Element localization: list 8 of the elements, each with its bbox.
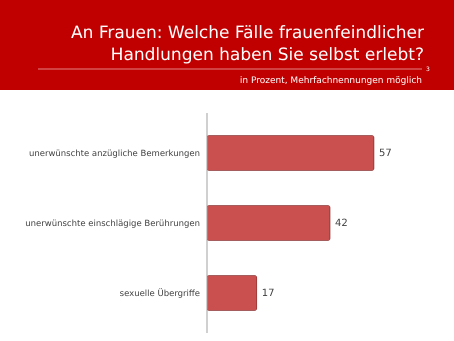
chart-title: An Frauen: Welche Fälle frauenfeindlicher Handlungen haben Sie selbst erlebt?: [71, 23, 424, 65]
y-tick-label: unerwünschte einschlägige Berührungen: [25, 219, 200, 229]
y-tick-label: sexuelle Übergriffe: [120, 288, 200, 299]
data-label: 42: [335, 218, 348, 229]
y-tick-label: unerwünschte anzügliche Bemerkungen: [28, 149, 200, 159]
data-label: 17: [262, 288, 275, 299]
chart-subtitle: in Prozent, Mehrfachnennungen möglich: [240, 76, 422, 86]
data-label: 57: [379, 148, 392, 159]
